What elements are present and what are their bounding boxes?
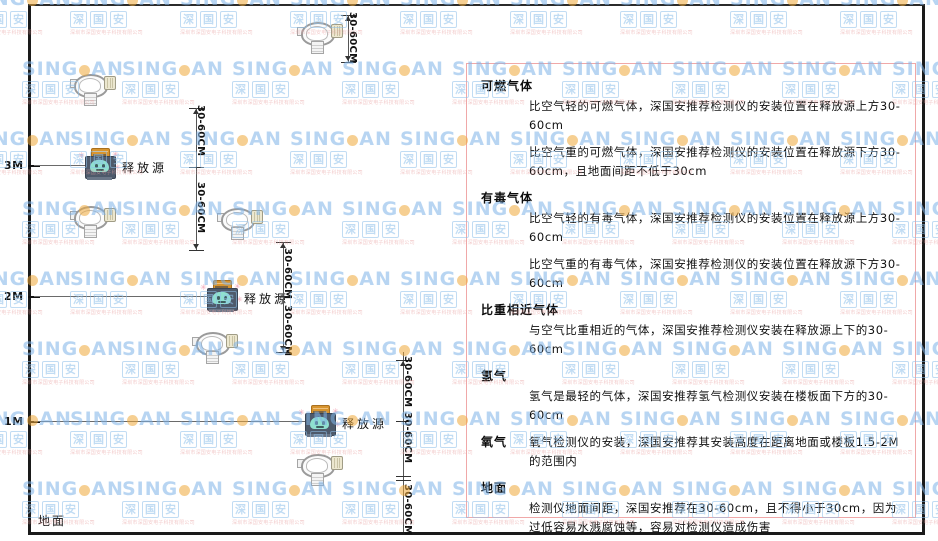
frame-top-border bbox=[28, 4, 925, 6]
dimension-cap bbox=[396, 360, 411, 361]
panel-heading: 地面 bbox=[481, 481, 508, 495]
axis-label-3m: 3M bbox=[4, 159, 24, 172]
gas-detector-icon bbox=[68, 72, 116, 106]
ground-baseline bbox=[28, 532, 925, 535]
panel-heading: 比重相近气体 bbox=[481, 303, 560, 317]
level-line-3m bbox=[34, 165, 96, 166]
dimension-label: 30-60CM bbox=[402, 356, 413, 408]
dimension-label: 30-60CM bbox=[282, 248, 293, 300]
dimension-label: 30-60CM bbox=[195, 105, 206, 157]
gas-detector-icon bbox=[295, 20, 343, 54]
axis-tick-3m bbox=[28, 165, 40, 167]
panel-paragraph: 比空气重的可燃气体，深国安推荐检测仪的安装位置在释放源下方30-60cm，且地面… bbox=[529, 145, 901, 178]
release-source-label: 释放源 bbox=[244, 292, 290, 306]
dimension-arrow-up bbox=[400, 361, 406, 366]
panel-heading: 氧气 bbox=[481, 435, 508, 449]
dimension-arrow-down bbox=[280, 346, 286, 351]
panel-paragraph: 比空气重的有毒气体，深国安推荐检测仪的安装位置在释放源下方30-60cm bbox=[529, 257, 901, 290]
dimension-label: 30-60CM bbox=[347, 12, 358, 64]
axis-tick-2m bbox=[28, 296, 40, 298]
release-source-icon: ✳ ✳ ✳ bbox=[298, 405, 341, 437]
guidance-panel: 可燃气体比空气轻的可燃气体，深国安推荐检测仪的安装位置在释放源上方30-60cm… bbox=[466, 63, 916, 534]
dimension-line bbox=[283, 242, 284, 352]
dimension-label: 30-60CM bbox=[282, 305, 293, 357]
ground-label: 地面 bbox=[38, 514, 67, 528]
dimension-label: 30-60CM bbox=[402, 484, 413, 536]
release-source-icon: ✳ ✳ ✳ bbox=[78, 148, 121, 180]
level-line-2m bbox=[34, 296, 220, 297]
dimension-cap bbox=[396, 476, 411, 477]
panel-paragraph: 氢气是最轻的气体，深国安推荐氢气检测仪安装在楼板面下方的30-60cm bbox=[529, 389, 889, 422]
dimension-arrow-up bbox=[345, 16, 351, 21]
frame-right-border bbox=[922, 4, 925, 535]
dimension-arrow-up bbox=[193, 109, 199, 114]
gas-detector-icon bbox=[68, 204, 116, 238]
panel-paragraph: 比空气轻的有毒气体，深国安推荐检测仪的安装位置在释放源上方30-60cm bbox=[529, 211, 901, 244]
panel-paragraph: 比空气轻的可燃气体，深国安推荐检测仪的安装位置在释放源上方30-60cm bbox=[529, 99, 901, 132]
dimension-line bbox=[348, 15, 349, 62]
dimension-arrow-down bbox=[193, 244, 199, 249]
dimension-cap bbox=[276, 296, 291, 297]
dimension-cap bbox=[341, 62, 356, 63]
dimension-cap bbox=[396, 480, 411, 481]
dimension-label: 30-60CM bbox=[402, 412, 413, 464]
panel-paragraph: 与空气比重相近的气体，深国安推荐检测仪安装在释放源上下的30-60cm bbox=[529, 323, 889, 356]
dimension-cap bbox=[189, 250, 204, 251]
dimension-arrow-up bbox=[280, 243, 286, 248]
gas-detector-icon bbox=[295, 452, 343, 486]
axis-label-2m: 2M bbox=[4, 290, 24, 303]
gas-detector-icon bbox=[190, 330, 238, 364]
dimension-line bbox=[196, 108, 197, 250]
panel-paragraph: 检测仪地面间距，深国安推荐在30-60cm，且不得小于30cm，因为过低容易水溅… bbox=[529, 501, 897, 534]
release-source-label: 释放源 bbox=[342, 417, 388, 431]
panel-paragraph: 氧气检测仪的安装，深国安推荐其安装高度在距离地面或楼板1.5-2M的范围内 bbox=[529, 435, 899, 468]
dimension-cap bbox=[276, 352, 291, 353]
dimension-label: 30-60CM bbox=[195, 182, 206, 234]
axis-label-1m: 1M bbox=[4, 415, 24, 428]
panel-inline-row: 氧气 氧气检测仪的安装，深国安推荐其安装高度在距离地面或楼板1.5-2M的范围内 bbox=[481, 433, 901, 471]
dimension-cap bbox=[396, 421, 411, 422]
level-line-1m bbox=[34, 421, 306, 422]
panel-heading: 氢气 bbox=[481, 369, 508, 383]
release-source-icon: ✳ ✳ ✳ bbox=[200, 280, 243, 312]
release-source-label: 释放源 bbox=[122, 161, 168, 175]
dimension-cap bbox=[189, 167, 204, 168]
panel-heading: 可燃气体 bbox=[481, 79, 534, 93]
panel-heading: 有毒气体 bbox=[481, 191, 534, 205]
frame-left-border bbox=[28, 4, 31, 535]
gas-detector-icon bbox=[215, 206, 263, 240]
dimension-line bbox=[403, 352, 404, 532]
dimension-arrow-down bbox=[345, 56, 351, 61]
